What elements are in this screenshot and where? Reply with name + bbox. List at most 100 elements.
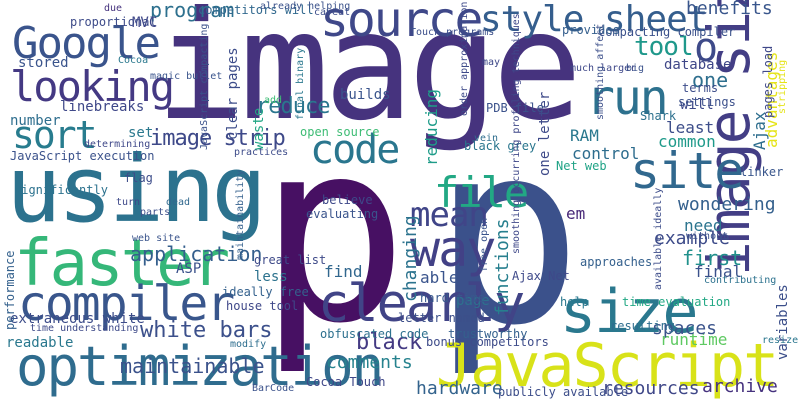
cloud-word: vein <box>474 133 499 144</box>
cloud-word: PDB file <box>486 101 544 115</box>
cloud-word: need <box>684 216 723 235</box>
cloud-word: already helping <box>260 1 351 12</box>
cloud-word: program <box>150 0 235 22</box>
cloud-word: tool <box>634 32 694 62</box>
cloud-word: linker <box>740 165 784 179</box>
cloud-word: great list <box>254 253 327 267</box>
cloud-word: stored <box>18 55 69 71</box>
cloud-word: common <box>658 132 716 151</box>
cloud-word: JavaScript <box>436 331 779 400</box>
cloud-word: looking <box>10 62 175 111</box>
cloud-word: way <box>410 220 496 278</box>
cloud-word: compiler <box>18 276 235 332</box>
cloud-word: less <box>254 269 288 285</box>
cloud-word: Ajax Net <box>512 269 570 283</box>
cloud-word: ASP <box>176 261 202 277</box>
cloud-word: free open <box>479 217 490 272</box>
cloud-word: page <box>456 293 490 309</box>
cloud-word: final binary <box>295 47 306 120</box>
cloud-word: performance <box>3 250 17 330</box>
cloud-word: comments <box>326 352 413 373</box>
cloud-word: white bars <box>140 318 273 343</box>
cloud-word: evaluating <box>306 207 379 221</box>
cloud-word: may <box>482 57 501 68</box>
cloud-word: determining <box>84 139 151 150</box>
cloud-word: Google <box>12 18 161 69</box>
cloud-word: example <box>654 228 730 249</box>
cloud-word: much larger <box>570 63 637 74</box>
cloud-word: web site <box>132 233 181 244</box>
cloud-word: publicly available <box>498 385 629 399</box>
cloud-word: bonus competitors <box>426 335 549 349</box>
cloud-word: letter named <box>398 311 485 325</box>
cloud-word: extraneous white <box>10 311 145 327</box>
cloud-word: time understanding <box>30 323 139 334</box>
cloud-word: turn <box>116 197 141 208</box>
cloud-word: clear pages <box>225 47 241 140</box>
cloud-word: application <box>130 242 263 266</box>
cloud-word: builds <box>340 87 391 103</box>
cloud-word: due <box>104 3 123 14</box>
cloud-word: image <box>155 0 583 154</box>
cloud-word: database <box>664 57 732 73</box>
cloud-word: o <box>694 25 719 71</box>
cloud-word: modify <box>230 339 267 350</box>
cloud-word: readable <box>6 335 74 351</box>
cloud-word: reducing <box>422 88 441 166</box>
cloud-word: terms <box>682 81 719 95</box>
cloud-word: available ideally <box>653 187 664 290</box>
cloud-word: compacting compiler <box>598 25 736 39</box>
cloud-word: faster <box>14 227 230 301</box>
cloud-word: caveat <box>314 7 351 18</box>
cloud-word: competitors will <box>198 3 314 17</box>
cloud-word: practices <box>234 147 289 158</box>
cloud-word: mean <box>410 195 489 235</box>
cloud-word: first <box>682 246 743 270</box>
cloud-word: archive <box>702 376 778 397</box>
cloud-word: house tool <box>226 299 299 313</box>
cloud-word: without <box>686 231 729 242</box>
cloud-word: dead <box>166 197 191 208</box>
cloud-word: help <box>560 295 589 309</box>
cloud-word: waste <box>251 107 267 150</box>
cloud-word: em <box>566 204 586 223</box>
cloud-word: control <box>572 144 640 163</box>
cloud-word: settings <box>678 95 736 109</box>
cloud-word: clearly <box>318 274 525 334</box>
cloud-word: add <box>264 95 283 106</box>
cloud-word: Cocoa <box>118 55 149 66</box>
cloud-word: site <box>630 142 744 200</box>
cloud-word: file <box>434 168 529 217</box>
cloud-word: parts <box>140 207 171 218</box>
cloud-word: least <box>666 118 715 137</box>
cloud-word: MVC <box>132 15 158 31</box>
cloud-word: optimization <box>16 335 384 398</box>
cloud-word: Shark <box>640 109 677 123</box>
cloud-word: smoothing affect <box>595 23 606 120</box>
cloud-word: open source <box>300 125 380 139</box>
cloud-word: ideally free <box>222 285 309 299</box>
cloud-word: final <box>694 262 743 281</box>
cloud-word: wondering <box>678 194 776 215</box>
cloud-word: big <box>626 63 645 74</box>
cloud-word: JavaScript compacting <box>199 23 210 150</box>
cloud-word: resize <box>762 335 799 346</box>
cloud-word: pages load <box>761 45 775 118</box>
cloud-word: JavaScript execution <box>10 149 155 163</box>
cloud-word: hardware <box>416 378 503 399</box>
cloud-word: functions <box>492 218 513 316</box>
cloud-word: significantly <box>14 183 108 197</box>
cloud-word: contributing <box>704 275 777 286</box>
cloud-word: smoothing occurring profiling techniques <box>511 13 522 254</box>
cloud-word: resulting <box>610 319 676 333</box>
cloud-word: provides <box>562 23 620 37</box>
cloud-word: maintainability <box>235 169 246 260</box>
cloud-word: using <box>6 136 267 243</box>
cloud-word: p <box>432 89 582 380</box>
cloud-word: RAM <box>570 126 599 145</box>
cloud-word: changing <box>400 215 421 302</box>
cloud-word: find <box>324 262 363 281</box>
cloud-word: stripping <box>777 59 788 114</box>
cloud-word: order approximation <box>459 1 470 116</box>
cloud-word: proportional <box>70 15 157 29</box>
